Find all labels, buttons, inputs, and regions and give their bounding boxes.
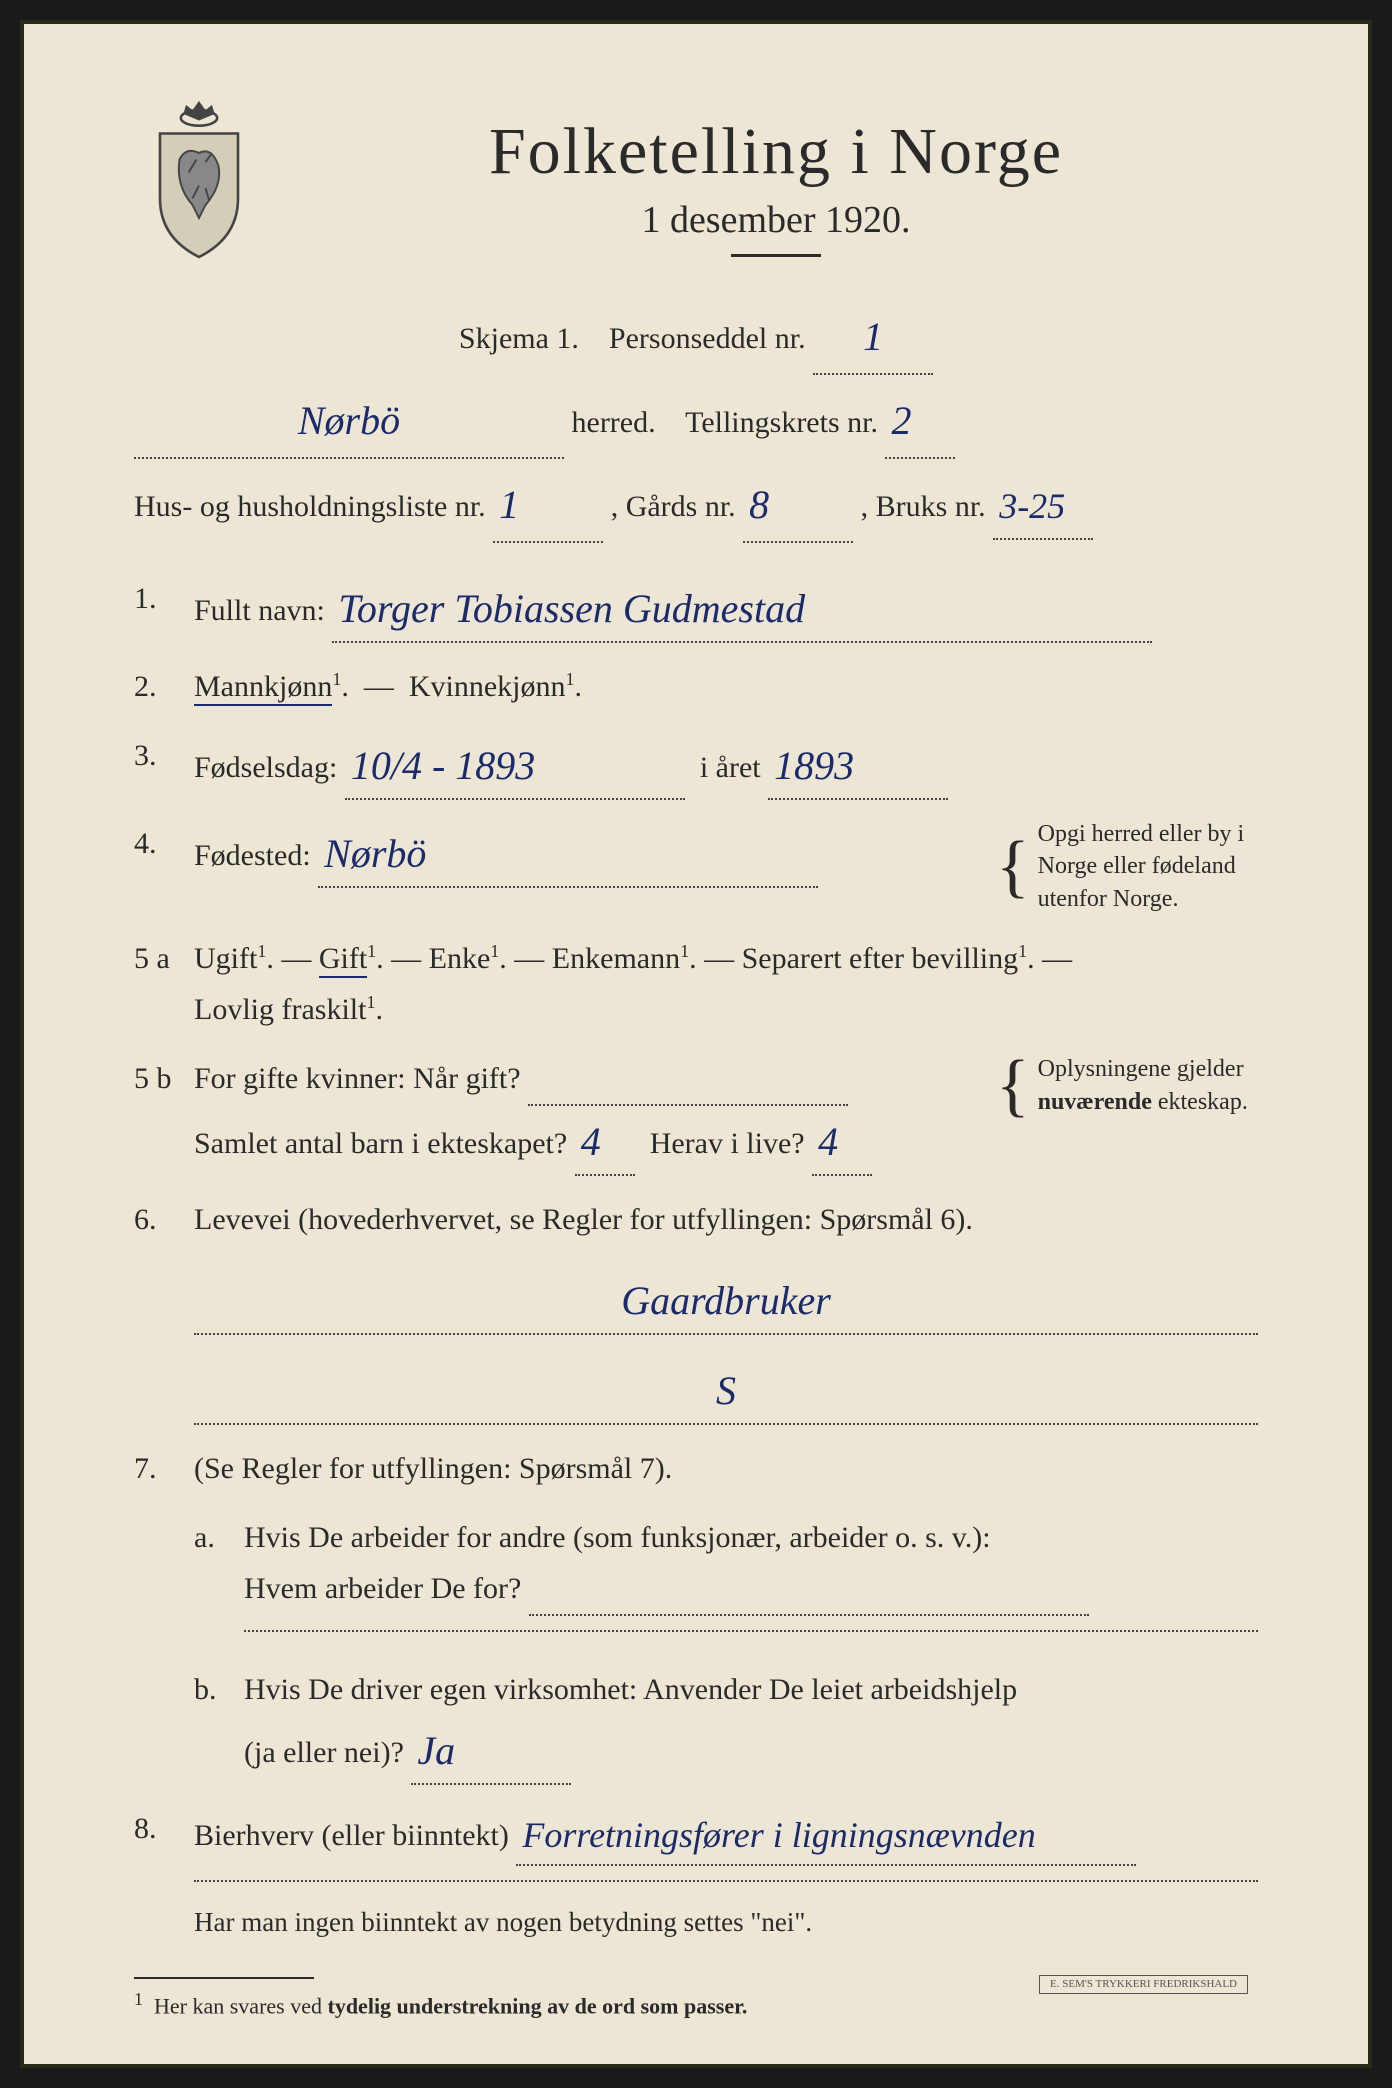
q7-label: (Se Regler for utfyllingen: Spørsmål 7). xyxy=(194,1452,672,1485)
question-6: 6. Levevei (hovederhvervet, se Regler fo… xyxy=(134,1194,1258,1425)
q7b-text2: (ja eller nei)? xyxy=(244,1736,404,1769)
q6-num: 6. xyxy=(134,1194,194,1425)
q5a-enke: Enke xyxy=(429,942,491,975)
q7b-text1: Hvis De driver egen virksomhet: Anvender… xyxy=(244,1673,1017,1706)
brace-icon: { xyxy=(996,839,1030,895)
q5a-enkemann: Enkemann xyxy=(552,942,680,975)
q3-num: 3. xyxy=(134,730,194,800)
q3-year: 1893 xyxy=(768,743,860,788)
q1-num: 1. xyxy=(134,573,194,643)
q6-label: Levevei (hovederhvervet, se Regler for u… xyxy=(194,1203,973,1236)
q6-value2: S xyxy=(710,1368,742,1413)
main-title: Folketelling i Norge xyxy=(294,114,1258,190)
q8-note: Har man ingen biinntekt av nogen betydni… xyxy=(194,1907,812,1937)
q5a-gift: Gift xyxy=(319,942,367,978)
title-block: Folketelling i Norge 1 desember 1920. xyxy=(294,114,1258,287)
question-4: 4. Fødested: Nørbö { Opgi herred eller b… xyxy=(134,818,1258,915)
q7a-letter: a. xyxy=(194,1512,244,1646)
q2-num: 2. xyxy=(134,661,194,712)
question-2: 2. Mannkjønn1. — Kvinnekjønn1. xyxy=(134,661,1258,712)
q5b-label3: Herav i live? xyxy=(650,1127,805,1160)
q8-value: Forretningsfører i ligningsnævnden xyxy=(516,1815,1041,1855)
q8-num: 8. xyxy=(134,1803,194,1947)
census-form-page: Folketelling i Norge 1 desember 1920. Sk… xyxy=(20,20,1372,2068)
q7b-letter: b. xyxy=(194,1664,244,1785)
q4-num: 4. xyxy=(134,818,194,915)
q4-sidenote: Opgi herred eller by i Norge eller fødel… xyxy=(1038,818,1258,915)
question-3: 3. Fødselsdag: 10/4 - 1893 i året 1893 xyxy=(134,730,1258,800)
q1-value: Torger Tobiassen Gudmestad xyxy=(332,586,811,631)
footnote-rule xyxy=(134,1977,314,1979)
printer-stamp: E. SEM'S TRYKKERI FREDRIKSHALD xyxy=(1039,1975,1248,1994)
schema-label: Skjema 1. xyxy=(459,322,579,355)
q1-label: Fullt navn: xyxy=(194,594,325,627)
q5b-val2: 4 xyxy=(575,1119,607,1164)
brace-icon: { xyxy=(996,1058,1030,1114)
personseddel-nr: 1 xyxy=(857,314,889,359)
question-5b: 5 b For gifte kvinner: Når gift? Samlet … xyxy=(134,1053,1258,1176)
q5a-num: 5 a xyxy=(134,933,194,1035)
tellingskrets-nr: 2 xyxy=(885,398,917,443)
question-7: 7. (Se Regler for utfyllingen: Spørsmål … xyxy=(134,1443,1258,1785)
q7-num: 7. xyxy=(134,1443,194,1785)
question-1: 1. Fullt navn: Torger Tobiassen Gudmesta… xyxy=(134,573,1258,643)
q5a-separert: Separert efter bevilling xyxy=(742,942,1019,975)
bruks-label: , Bruks nr. xyxy=(861,490,986,523)
footnote-marker: 1 xyxy=(134,1989,143,2009)
q5a-fraskilt: Lovlig fraskilt xyxy=(194,993,366,1026)
gards-nr: 8 xyxy=(743,482,775,527)
q3-label: Fødselsdag: xyxy=(194,751,337,784)
q2-opt2: Kvinnekjønn xyxy=(409,670,566,703)
personseddel-label: Personseddel nr. xyxy=(609,322,806,355)
q5b-num: 5 b xyxy=(134,1053,194,1176)
q7a-text2: Hvem arbeider De for? xyxy=(244,1572,521,1605)
q2-opt1: Mannkjønn xyxy=(194,670,332,706)
herred-name: Nørbö xyxy=(292,398,406,443)
q5a-ugift: Ugift xyxy=(194,942,257,975)
title-underline xyxy=(731,254,821,257)
herred-label: herred. xyxy=(572,406,656,439)
husliste-nr: 1 xyxy=(493,482,525,527)
q5b-label2: Samlet antal barn i ekteskapet? xyxy=(194,1127,567,1160)
question-5a: 5 a Ugift1. — Gift1. — Enke1. — Enkemann… xyxy=(134,933,1258,1035)
tellingskrets-label: Tellingskrets nr. xyxy=(685,406,878,439)
q4-label: Fødested: xyxy=(194,839,311,872)
q4-value: Nørbö xyxy=(318,831,432,876)
q3-year-label: i året xyxy=(700,751,761,784)
q7b-value: Ja xyxy=(411,1728,461,1773)
q5b-label1: For gifte kvinner: Når gift? xyxy=(194,1062,521,1095)
question-8: 8. Bierhverv (eller biinntekt) Forretnin… xyxy=(134,1803,1258,1947)
subtitle: 1 desember 1920. xyxy=(294,198,1258,242)
header: Folketelling i Norge 1 desember 1920. xyxy=(134,114,1258,287)
q5b-sidenote: Oplysningene gjelder nuværende ekteskap. xyxy=(1038,1053,1258,1118)
q8-label: Bierhverv (eller biinntekt) xyxy=(194,1819,509,1852)
q3-date: 10/4 - 1893 xyxy=(345,743,541,788)
q7a-text1: Hvis De arbeider for andre (som funksjon… xyxy=(244,1521,991,1554)
coat-of-arms-icon xyxy=(134,94,264,264)
form-header-lines: Skjema 1. Personseddel nr. 1 Nørbö herre… xyxy=(134,297,1258,543)
questions-list: 1. Fullt navn: Torger Tobiassen Gudmesta… xyxy=(134,573,1258,1947)
bruks-nr: 3-25 xyxy=(993,486,1071,526)
q5b-val3: 4 xyxy=(812,1119,844,1164)
husliste-label: Hus- og husholdningsliste nr. xyxy=(134,490,486,523)
gards-label: , Gårds nr. xyxy=(611,490,736,523)
q6-value: Gaardbruker xyxy=(615,1278,837,1323)
